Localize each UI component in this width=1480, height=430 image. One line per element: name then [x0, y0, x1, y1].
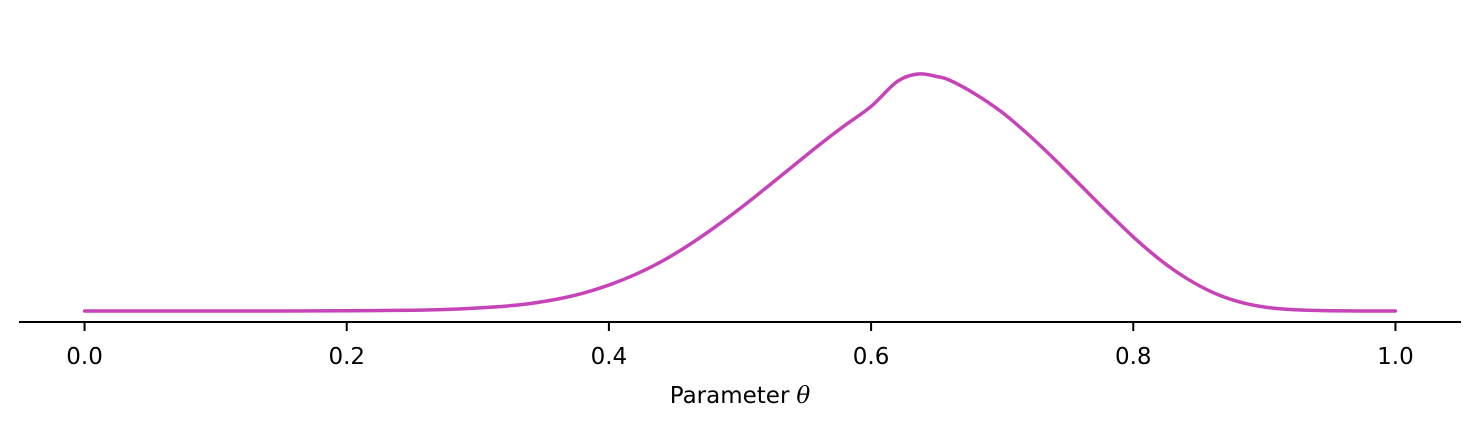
x-tick-label: 0.8	[1115, 344, 1152, 370]
x-tick-label: 0.4	[591, 344, 628, 370]
x-axis-label-symbol: θ	[796, 383, 810, 409]
x-axis-label: Parameter θ	[670, 383, 811, 409]
x-tick-label: 0.0	[66, 344, 103, 370]
x-tick-label: 0.6	[853, 344, 890, 370]
x-axis-ticks: 0.0 0.2 0.4 0.6 0.8 1.0	[66, 322, 1414, 370]
x-axis-label-prefix: Parameter	[670, 383, 790, 409]
density-curve	[82, 72, 1398, 313]
x-tick-label: 0.2	[328, 344, 365, 370]
series-group	[82, 72, 1398, 313]
x-tick-label: 1.0	[1377, 344, 1414, 370]
